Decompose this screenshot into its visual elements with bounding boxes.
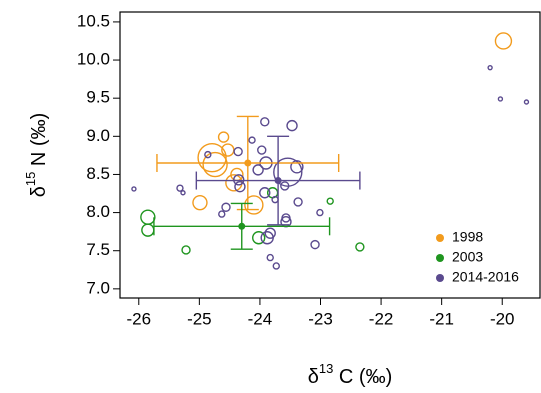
legend-label: 1998	[452, 229, 483, 245]
y-tick-label: 8.0	[86, 202, 110, 221]
point	[217, 131, 230, 143]
x-tick-label: -22	[369, 309, 394, 328]
y-tick-label: 7.0	[86, 278, 110, 297]
point	[316, 208, 324, 217]
y-tick-label: 10.5	[77, 11, 110, 30]
plot-frame	[119, 11, 541, 299]
point	[252, 164, 264, 176]
point	[293, 197, 303, 207]
point	[181, 245, 191, 255]
y-tick-label: 7.5	[86, 240, 110, 259]
y-label-part: δ	[28, 186, 50, 197]
point	[202, 151, 228, 178]
legend-label: 2014-2016	[452, 269, 519, 285]
point	[197, 142, 227, 173]
point	[180, 190, 186, 196]
mean-point	[274, 177, 282, 185]
point	[257, 145, 267, 155]
point	[234, 180, 246, 193]
y-tick-label: 10.0	[77, 50, 110, 69]
point	[259, 187, 271, 199]
point	[272, 262, 280, 270]
legend-label: 2003	[452, 249, 483, 265]
point	[176, 184, 184, 192]
point	[264, 227, 276, 239]
x-label-part: 13	[319, 361, 333, 376]
point	[280, 181, 290, 191]
point	[141, 223, 155, 237]
point	[204, 150, 212, 159]
point	[131, 186, 137, 192]
x-tick-label: -21	[429, 309, 454, 328]
x-axis-label: δ13 C (‰)	[308, 361, 393, 388]
point	[326, 197, 334, 205]
mean-point	[244, 159, 252, 167]
point	[140, 209, 156, 225]
point	[523, 99, 530, 105]
point	[487, 64, 493, 71]
point	[192, 194, 208, 211]
point	[252, 231, 266, 245]
mean-point	[238, 222, 246, 230]
y-label-part: 15	[23, 172, 38, 186]
legend-swatch	[436, 234, 444, 242]
point	[310, 239, 320, 250]
point	[248, 136, 256, 144]
legend-swatch	[436, 274, 444, 282]
point	[497, 96, 504, 102]
point	[244, 195, 264, 215]
y-tick-label: 8.5	[86, 164, 110, 183]
point	[273, 157, 303, 187]
x-tick-label: -24	[248, 309, 273, 328]
y-tick-label: 9.0	[86, 126, 110, 145]
y-axis-label: δ15 N (‰)	[23, 113, 50, 198]
point	[355, 242, 365, 252]
point	[233, 146, 243, 157]
x-tick-label: -23	[308, 309, 333, 328]
point	[494, 32, 513, 50]
point	[218, 210, 226, 218]
point	[221, 202, 231, 212]
x-label-part: C (‰)	[333, 366, 392, 388]
legend-swatch	[436, 254, 444, 262]
point	[266, 253, 274, 262]
y-label-part: N (‰)	[28, 113, 50, 172]
point	[233, 174, 245, 186]
x-tick-label: -26	[126, 309, 151, 328]
x-tick-label: -20	[490, 309, 515, 328]
point	[286, 119, 298, 132]
point	[260, 117, 270, 127]
y-tick-label: 9.5	[86, 88, 110, 107]
x-label-part: δ	[308, 366, 319, 388]
x-tick-label: -25	[187, 309, 212, 328]
